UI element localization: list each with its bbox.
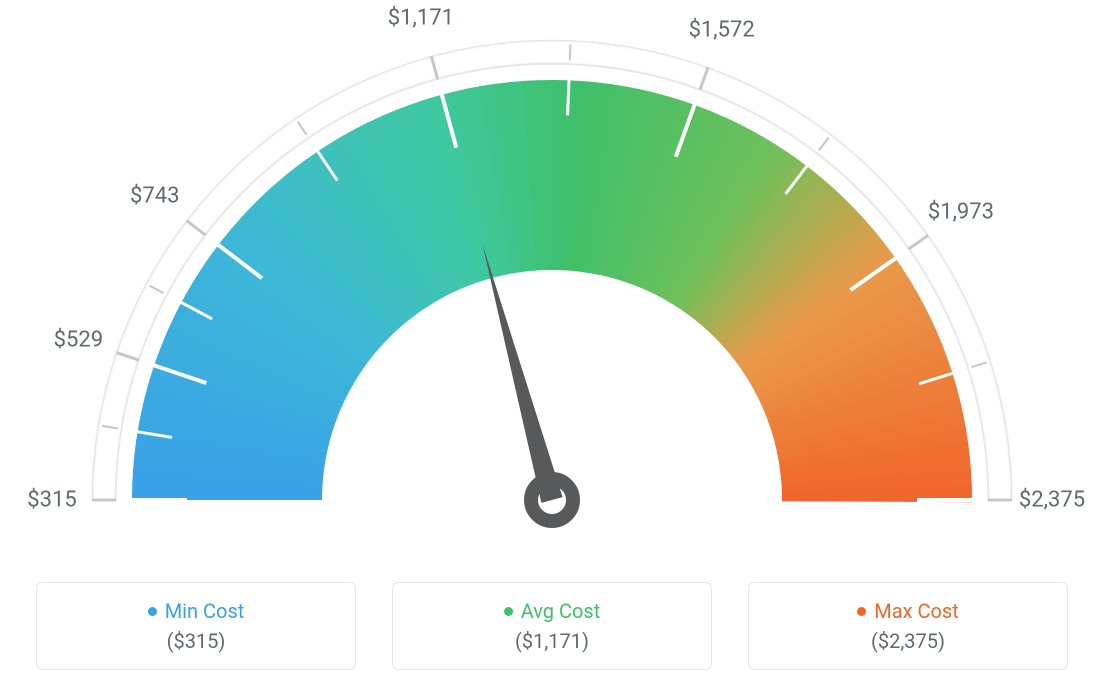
legend-value-avg: ($1,171): [515, 629, 589, 653]
legend-dot-avg: [504, 607, 513, 616]
legend-dot-max: [857, 607, 866, 616]
gauge-svg: [0, 0, 1104, 560]
gauge-tick-label: $529: [54, 327, 103, 352]
gauge-tick-label: $1,171: [388, 5, 454, 30]
cost-gauge: $315 $529 $743 $1,171 $1,572 $1,973 $2,375: [0, 0, 1104, 560]
legend-value-max: ($2,375): [871, 629, 945, 653]
gauge-tick-label: $1,572: [689, 17, 755, 42]
gauge-tick-label: $743: [130, 184, 179, 209]
gauge-tick-label: $315: [27, 488, 76, 513]
gauge-tick-label: $2,375: [1019, 488, 1085, 513]
gauge-tick-label: $1,973: [928, 200, 994, 225]
legend-label-avg: Avg Cost: [521, 599, 601, 623]
legend-value-min: ($315): [167, 629, 226, 653]
legend-card-min: Min Cost ($315): [36, 582, 356, 670]
legend-row: Min Cost ($315) Avg Cost ($1,171) Max Co…: [0, 582, 1104, 670]
legend-card-avg: Avg Cost ($1,171): [392, 582, 712, 670]
legend-dot-min: [148, 607, 157, 616]
legend-card-max: Max Cost ($2,375): [748, 582, 1068, 670]
legend-label-min: Min Cost: [165, 599, 245, 623]
legend-label-max: Max Cost: [874, 599, 959, 623]
